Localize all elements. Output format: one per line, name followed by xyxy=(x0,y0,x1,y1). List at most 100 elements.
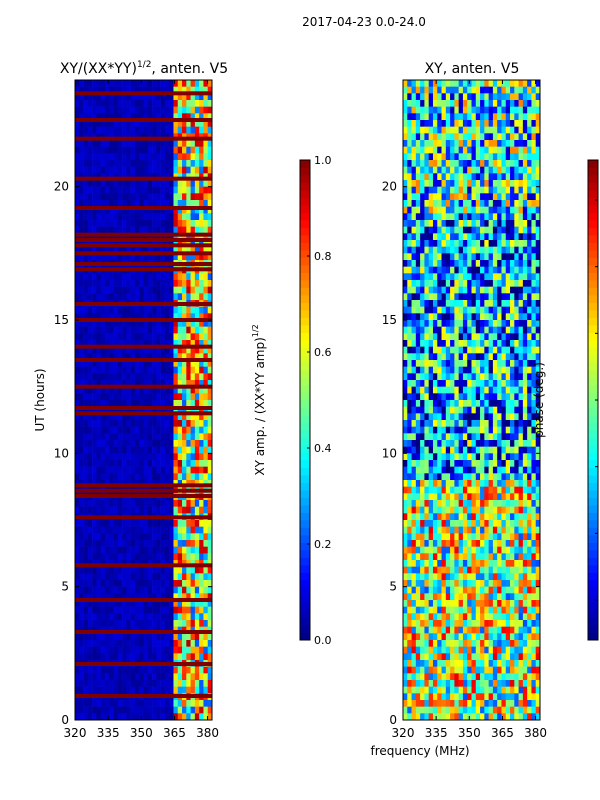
amp-cell xyxy=(104,453,110,461)
amp-cell xyxy=(190,640,196,647)
amp-cell xyxy=(87,466,93,474)
amp-cell xyxy=(164,320,170,327)
phase-cell xyxy=(514,226,519,234)
amp-cell xyxy=(160,573,166,581)
amp-cell xyxy=(122,80,127,87)
amp-cell xyxy=(104,460,110,467)
amp-cell xyxy=(134,286,140,294)
amp-cell xyxy=(126,206,131,214)
amp-cell xyxy=(143,80,149,87)
phase-cell xyxy=(471,146,477,154)
amp-cell xyxy=(100,653,106,661)
amp-cell xyxy=(152,233,157,241)
amp-cell xyxy=(143,666,149,674)
phase-cell xyxy=(458,80,464,87)
amp-colorbar-segment xyxy=(300,527,310,536)
amp-cell xyxy=(83,673,89,681)
amp-cell xyxy=(169,640,174,647)
phase-cell xyxy=(492,153,498,161)
amp-cell xyxy=(156,446,161,454)
phase-cell xyxy=(454,133,459,141)
amp-cell xyxy=(194,386,200,394)
phase-cell xyxy=(497,133,502,141)
amp-cell xyxy=(164,140,170,147)
amp-cell xyxy=(147,453,153,461)
amp-cell xyxy=(152,520,157,527)
phase-cell xyxy=(428,133,434,141)
amp-cell xyxy=(160,220,166,227)
phase-cell xyxy=(462,360,468,367)
amp-cell xyxy=(134,553,140,561)
phase-cell xyxy=(488,173,494,181)
phase-cell xyxy=(505,420,511,427)
amp-cell xyxy=(160,400,166,407)
phase-cell xyxy=(411,293,417,301)
amp-cell xyxy=(207,220,213,227)
phase-cell xyxy=(467,333,472,341)
amp-cell xyxy=(117,546,123,554)
amp-cell xyxy=(169,146,174,154)
phase-cell xyxy=(531,426,537,434)
amp-x-tick-label: 320 xyxy=(64,726,87,740)
phase-cell xyxy=(522,153,528,161)
phase-cell xyxy=(458,133,464,141)
amp-cell xyxy=(173,680,179,687)
amp-cell xyxy=(109,533,114,541)
phase-cell xyxy=(458,386,464,394)
phase-cell xyxy=(527,93,532,101)
phase-cell xyxy=(467,140,472,147)
phase-cell xyxy=(522,193,528,201)
amp-cell xyxy=(147,293,153,301)
amp-cell xyxy=(182,226,187,234)
phase-cell xyxy=(450,400,455,407)
amp-cell xyxy=(122,473,127,481)
amp-cell xyxy=(156,646,161,654)
amp-cell xyxy=(83,573,89,581)
amp-cell xyxy=(122,426,127,434)
phase-cell xyxy=(454,446,459,454)
amp-cell xyxy=(75,366,80,374)
phase-cell xyxy=(420,113,425,121)
amp-cell xyxy=(79,113,84,121)
phase-cell xyxy=(518,420,524,427)
amp-cell xyxy=(87,633,93,641)
phase-cell xyxy=(407,433,412,441)
phase-cell xyxy=(403,146,408,154)
phase-cell xyxy=(510,100,515,107)
amp-cell xyxy=(186,186,191,194)
phase-cell xyxy=(428,220,434,227)
amp-cell xyxy=(207,706,213,714)
amp-cell xyxy=(194,426,200,434)
amp-cell xyxy=(160,306,166,314)
amp-cell xyxy=(147,106,153,114)
amp-cell xyxy=(169,353,174,361)
amp-cell xyxy=(190,553,196,561)
phase-cell xyxy=(458,213,464,221)
phase-cell xyxy=(411,326,417,334)
phase-cell xyxy=(501,413,507,421)
amp-cell xyxy=(134,120,140,127)
phase-cell xyxy=(407,366,412,374)
amp-cell xyxy=(207,400,213,407)
amp-cell xyxy=(203,333,209,341)
phase-cell xyxy=(454,293,459,301)
phase-cell xyxy=(475,360,481,367)
amp-cell xyxy=(104,580,110,587)
phase-cell xyxy=(501,380,507,387)
phase-cell xyxy=(475,433,481,441)
amp-cell xyxy=(160,500,166,507)
amp-cell xyxy=(203,653,209,661)
phase-cell xyxy=(535,173,541,181)
phase-cell xyxy=(475,273,481,281)
phase-cell xyxy=(415,213,421,221)
amp-saturated-row xyxy=(75,662,212,666)
amp-cell xyxy=(113,540,119,547)
amp-cell xyxy=(109,546,114,554)
phase-cell xyxy=(437,160,442,167)
amp-cell xyxy=(160,433,166,441)
phase-cell xyxy=(480,320,485,327)
amp-cell xyxy=(164,313,170,321)
phase-cell xyxy=(445,100,451,107)
phase-cell xyxy=(480,340,485,347)
amp-cell xyxy=(182,286,187,294)
